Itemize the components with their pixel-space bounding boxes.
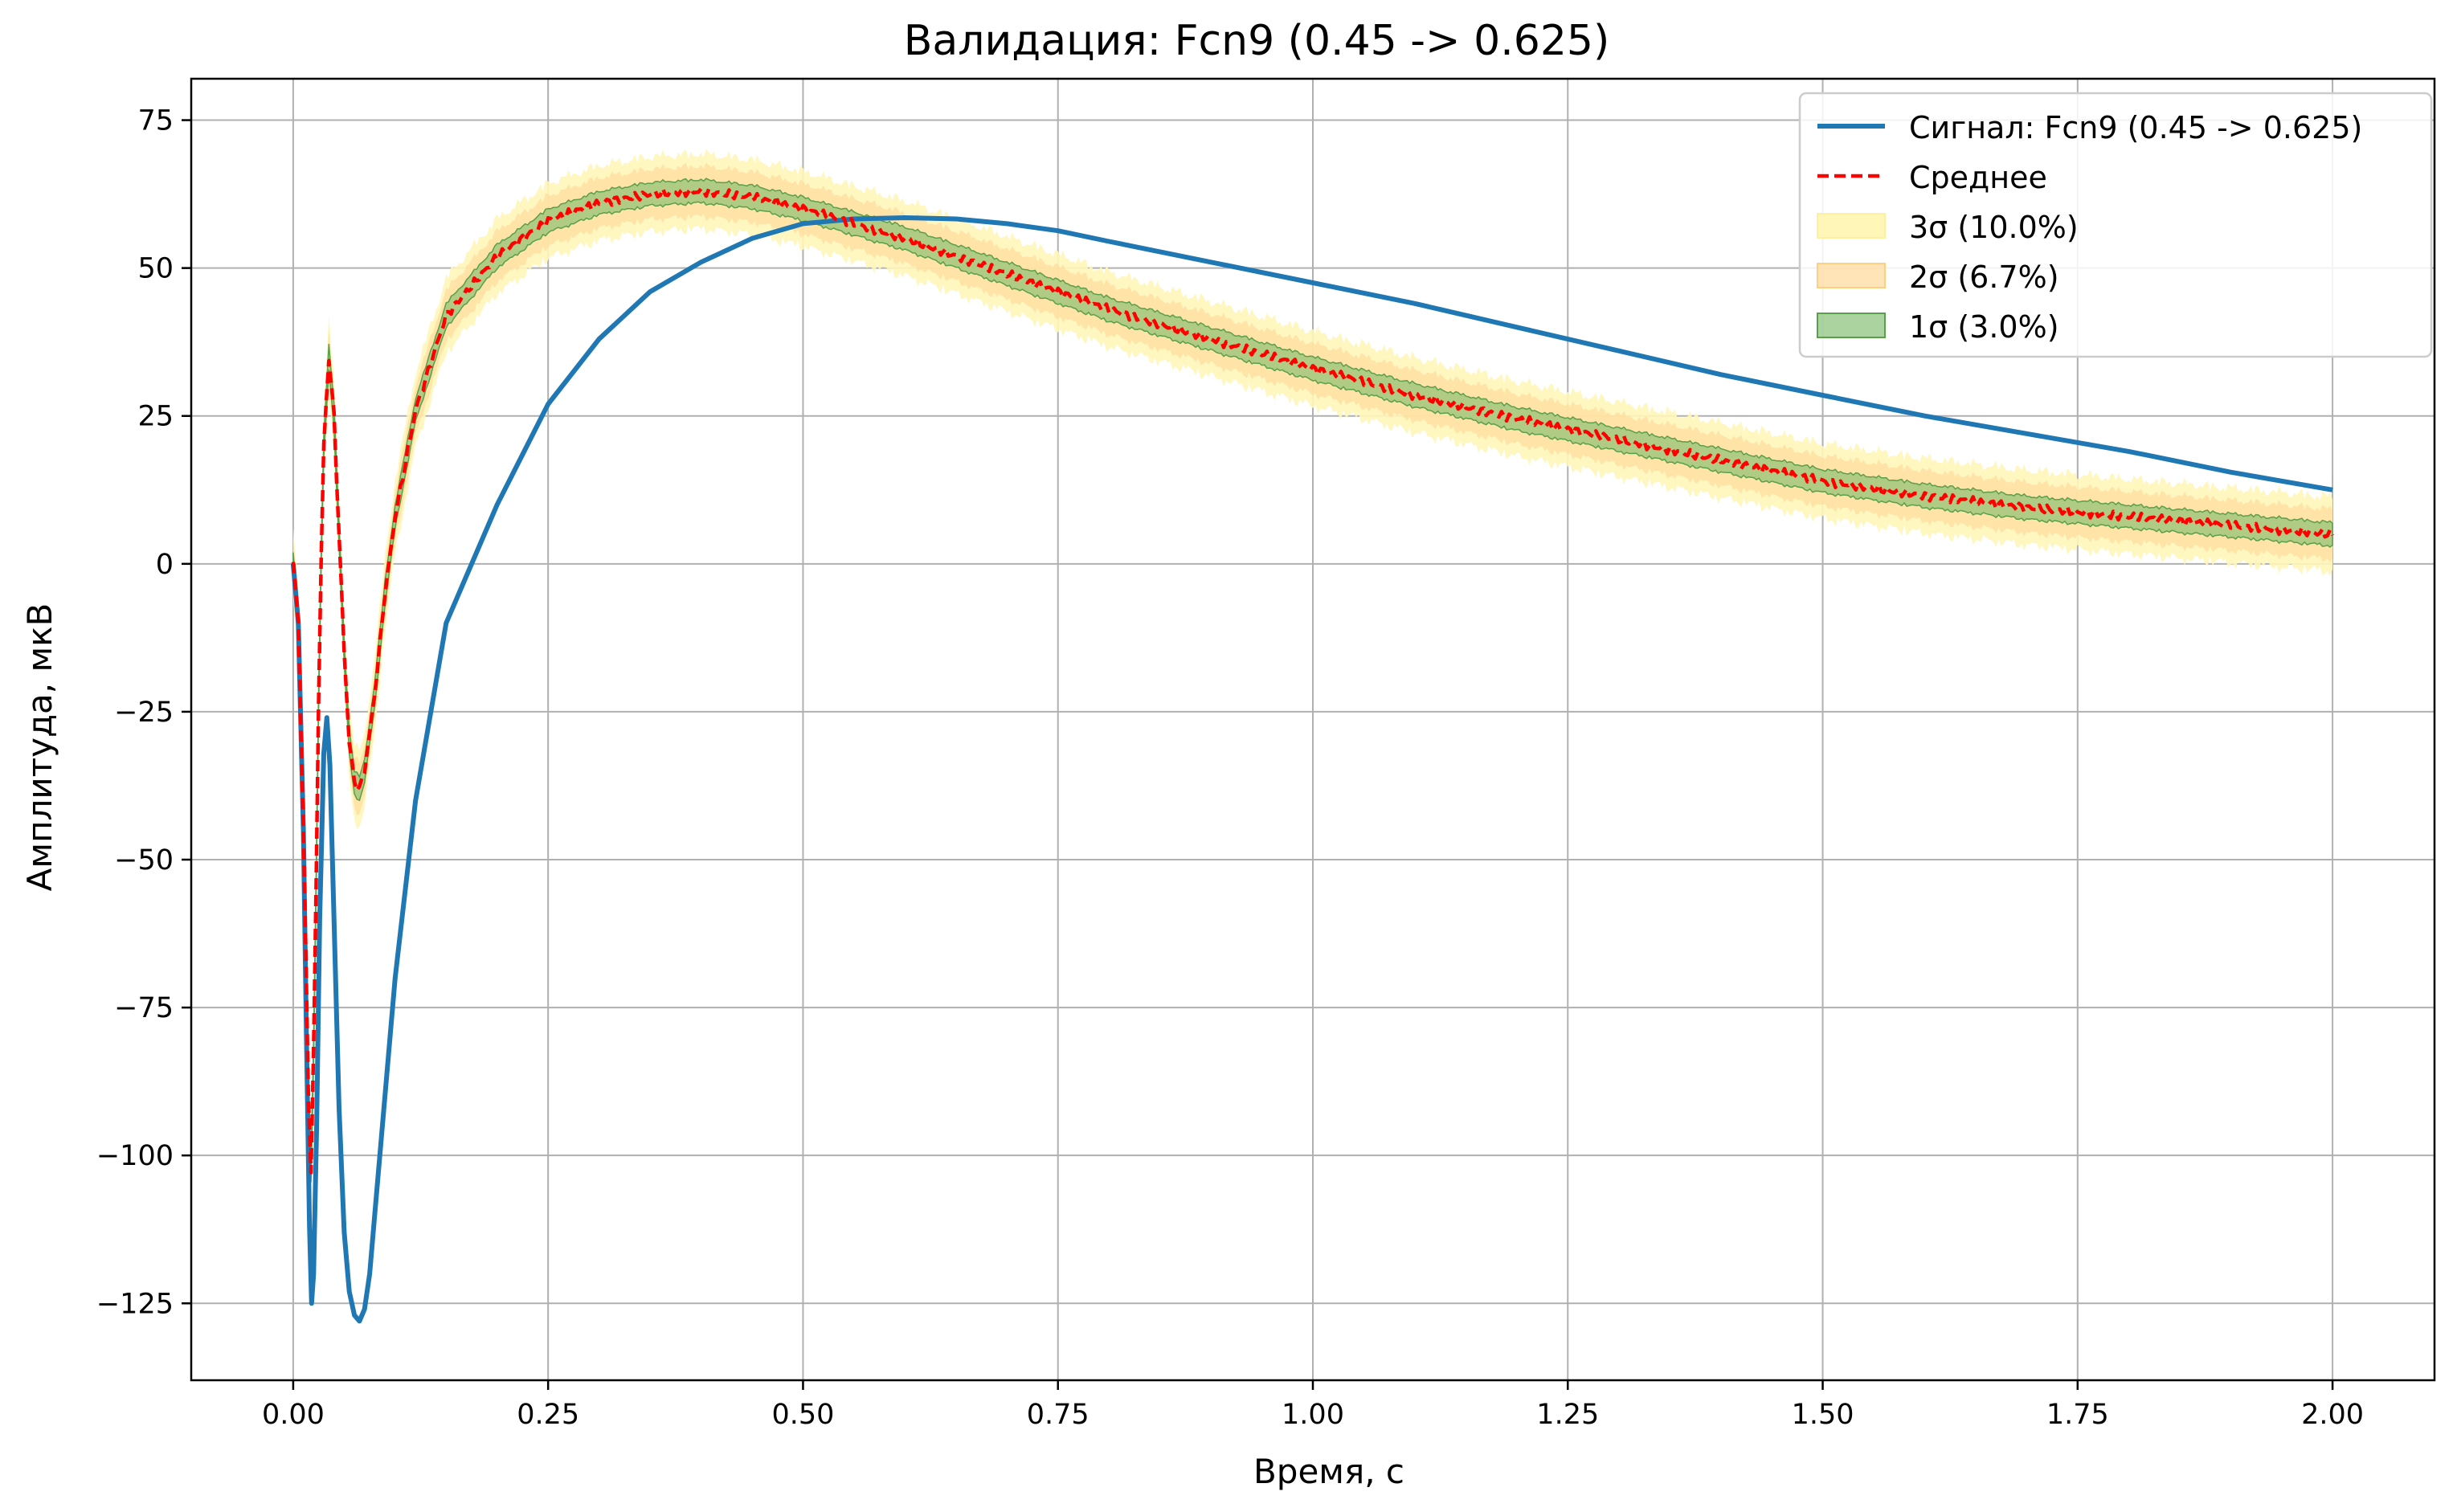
x-tick-label: 0.75 — [1027, 1399, 1090, 1431]
x-tick-label: 1.50 — [1792, 1399, 1854, 1431]
x-axis-label: Время, с — [1253, 1452, 1404, 1491]
y-tick-label: −50 — [114, 844, 174, 877]
y-tick-label: 0 — [156, 549, 174, 581]
y-tick-label: 75 — [137, 105, 174, 137]
legend-label-2sigma: 2σ (6.7%) — [1909, 259, 2059, 295]
axis-ticks: 0.00 0.25 0.50 0.75 1.00 1.25 1.50 1.75 2.00 75 50… — [96, 105, 2364, 1431]
legend-swatch-2sigma — [1817, 263, 1886, 288]
sigma-band-1 — [292, 178, 2333, 1183]
x-tick-label: 1.75 — [2046, 1399, 2109, 1431]
y-tick-label: −125 — [96, 1288, 174, 1320]
series-line-signal — [290, 215, 2333, 1324]
x-tick-label: 1.25 — [1536, 1399, 1599, 1431]
x-tick-label: 0.50 — [771, 1399, 834, 1431]
chart-title: Валидация: Fcn9 (0.45 -> 0.625) — [904, 17, 1610, 65]
y-tick-label: −100 — [96, 1140, 174, 1172]
x-tick-label: 1.00 — [1282, 1399, 1344, 1431]
x-tick-label: 0.00 — [262, 1399, 325, 1431]
data-series — [290, 186, 2335, 1324]
legend-label-signal: Сигнал: Fcn9 (0.45 -> 0.625) — [1909, 110, 2362, 145]
y-tick-label: −75 — [114, 992, 174, 1024]
x-tick-label: 2.00 — [2301, 1399, 2364, 1431]
y-tick-label: 25 — [137, 401, 174, 433]
sigma-bands — [292, 149, 2333, 1209]
y-axis-label: Амплитуда, мкВ — [20, 603, 59, 892]
legend-box — [1798, 92, 2433, 358]
y-tick-label: 50 — [137, 253, 174, 285]
legend-swatch-1sigma — [1817, 313, 1886, 338]
legend: Сигнал: Fcn9 (0.45 -> 0.625) Среднее 3σ … — [1798, 92, 2433, 358]
y-tick-label: −25 — [114, 697, 174, 729]
legend-swatch-3sigma — [1817, 213, 1886, 239]
legend-label-1sigma: 1σ (3.0%) — [1909, 309, 2059, 345]
legend-label-3sigma: 3σ (10.0%) — [1909, 210, 2079, 245]
series-line-mean — [291, 186, 2335, 1175]
legend-label-mean: Среднее — [1909, 160, 2047, 195]
x-tick-label: 0.25 — [517, 1399, 579, 1431]
